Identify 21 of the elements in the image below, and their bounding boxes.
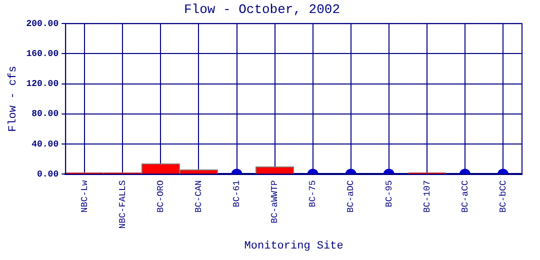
x-axis-title: Monitoring Site [244, 240, 344, 252]
x-tick-label: BC-61 [232, 180, 242, 208]
x-tick-label: NBC-Lw [80, 180, 90, 213]
x-tick-label: BC-aCC [460, 180, 470, 213]
x-tick-label: BC-75 [308, 180, 318, 208]
x-tick-label: BC-aDC [346, 180, 356, 213]
x-tick-label: BC-ORO [156, 180, 166, 213]
y-axis-title: Flow - cfs [8, 66, 20, 132]
x-tick-label: BC-bCC [498, 180, 508, 213]
y-tick-label: 0.00 [36, 169, 59, 180]
x-tick-label: BC-95 [384, 180, 394, 208]
y-tick-label: 40.00 [32, 139, 59, 150]
x-tick-label: BC-aWWTP [270, 180, 280, 224]
x-tick-label: BC-CAN [194, 180, 204, 213]
x-tick-label: NBC-FALLS [118, 180, 128, 229]
x-tick-label: BC-107 [422, 180, 432, 213]
y-tick-label: 200.00 [26, 18, 59, 29]
y-tick-label: 160.00 [26, 48, 59, 59]
chart-title: Flow - October, 2002 [184, 2, 340, 18]
y-tick-label: 80.00 [32, 109, 59, 120]
y-tick-label: 120.00 [26, 79, 59, 90]
